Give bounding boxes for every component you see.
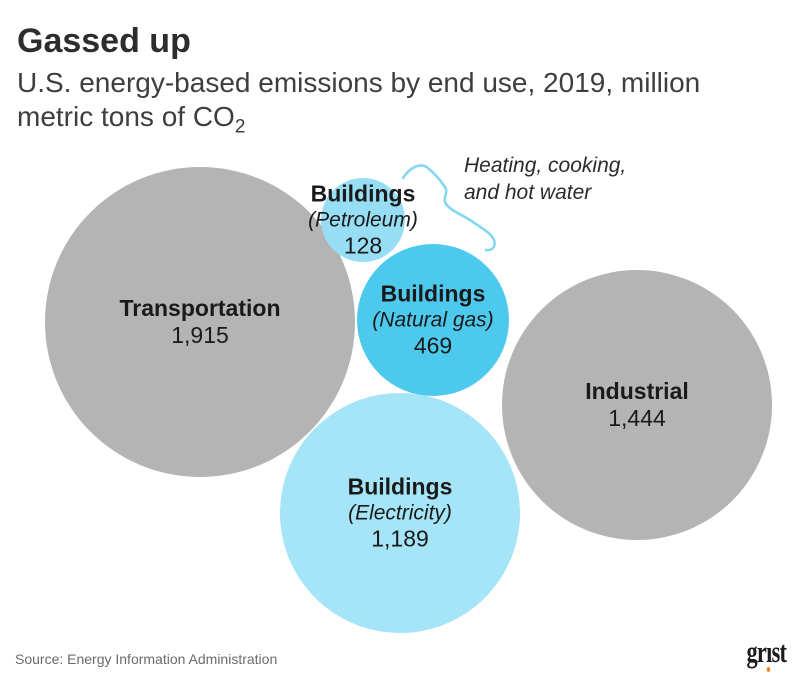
bubble-buildings-petroleum: Buildings (Petroleum) 128 xyxy=(308,178,418,262)
bubble-value-transportation: 1,915 xyxy=(171,322,229,348)
bubble-category-buildings-petroleum: Buildings xyxy=(310,180,416,207)
bubble-value-buildings-petroleum: 128 xyxy=(343,232,383,259)
chart-title: Gassed up xyxy=(17,22,191,60)
bubble-label-buildings-electricity: Buildings (Electricity) 1,189 xyxy=(260,474,540,553)
bubble-label-transportation: Transportation 1,915 xyxy=(60,295,340,349)
source-credit: Source: Energy Information Administratio… xyxy=(15,651,278,667)
bubble-qualifier-buildings-petroleum: (Petroleum) xyxy=(308,208,418,232)
bubble-qualifier-buildings-natural-gas: (Natural gas) xyxy=(372,308,494,332)
annotation-label: Heating, cooking, and hot water xyxy=(464,152,626,206)
bubble-category-buildings-electricity: Buildings xyxy=(347,473,453,500)
bubble-label-buildings-natural-gas: Buildings (Natural gas) 469 xyxy=(293,281,573,360)
subtitle-line2: metric tons of CO xyxy=(17,101,235,132)
annotation-line1: Heating, cooking, xyxy=(464,154,627,177)
header: Gassed up U.S. energy-based emissions by… xyxy=(17,22,777,137)
annotation-line2: and hot water xyxy=(464,181,592,204)
bubble-value-buildings-electricity: 1,189 xyxy=(371,525,429,552)
bubble-category-transportation: Transportation xyxy=(119,295,281,321)
bubble-buildings-natural-gas: Buildings (Natural gas) 469 xyxy=(357,244,509,396)
grist-logo-dot-icon xyxy=(766,667,770,672)
bubble-value-buildings-natural-gas: 469 xyxy=(413,332,453,359)
grist-logo: grıst xyxy=(746,633,787,675)
subtitle-line1: U.S. energy-based emissions by end use, … xyxy=(17,67,701,98)
bubble-category-industrial: Industrial xyxy=(585,378,689,404)
bubble-industrial: Industrial 1,444 xyxy=(502,270,772,540)
bubble-label-industrial: Industrial 1,444 xyxy=(497,378,777,432)
grist-logo-text: grıst xyxy=(746,634,787,669)
co2-subscript: 2 xyxy=(234,116,246,138)
bubble-label-buildings-petroleum: Buildings (Petroleum) 128 xyxy=(223,181,503,260)
bubble-transportation: Transportation 1,915 xyxy=(45,167,355,477)
bubble-qualifier-buildings-electricity: (Electricity) xyxy=(348,501,452,525)
bubble-category-buildings-natural-gas: Buildings xyxy=(380,280,486,307)
chart-subtitle: U.S. energy-based emissions by end use, … xyxy=(17,66,777,137)
bubble-value-industrial: 1,444 xyxy=(608,405,666,431)
bubble-buildings-electricity: Buildings (Electricity) 1,189 xyxy=(280,393,520,633)
